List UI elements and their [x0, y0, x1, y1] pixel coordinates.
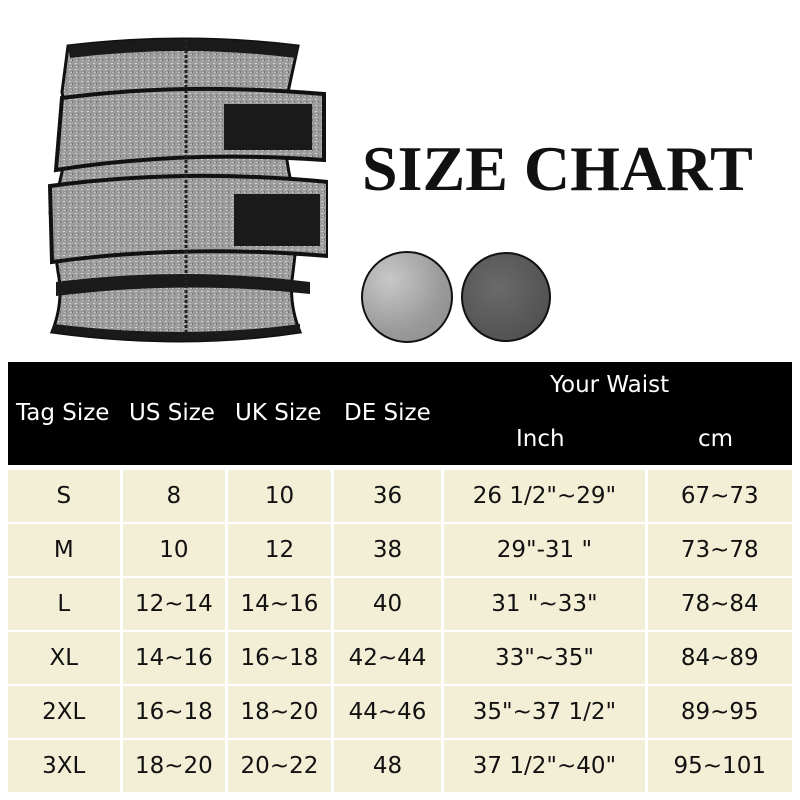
cell-uk-size: 14~16: [228, 578, 331, 630]
cell-waist-cm: 78~84: [647, 578, 792, 630]
cell-waist-cm: 84~89: [647, 632, 792, 684]
header-us-size: US Size: [129, 400, 215, 426]
cell-de-size: 38: [333, 524, 442, 576]
table-row: L 12~14 14~16 40 31 "~33" 78~84: [8, 578, 792, 630]
header-cm: cm: [698, 426, 734, 452]
cell-tag-size: 3XL: [8, 740, 120, 792]
cell-tag-size: L: [8, 578, 120, 630]
cell-tag-size: M: [8, 524, 120, 576]
cell-uk-size: 10: [228, 470, 331, 522]
cell-waist-cm: 73~78: [647, 524, 792, 576]
cell-waist-cm: 67~73: [647, 470, 792, 522]
table-row: M 10 12 38 29"-31 " 73~78: [8, 524, 792, 576]
cell-waist-inch: 29"-31 ": [444, 524, 645, 576]
cell-waist-inch: 26 1/2"~29": [444, 470, 645, 522]
cell-tag-size: XL: [8, 632, 120, 684]
cell-waist-inch: 35"~37 1/2": [444, 686, 645, 738]
color-swatch-dark-gray[interactable]: [461, 252, 551, 342]
header-de-size: DE Size: [344, 400, 431, 426]
cell-us-size: 14~16: [122, 632, 226, 684]
cell-uk-size: 12: [228, 524, 331, 576]
cell-us-size: 10: [122, 524, 226, 576]
cell-uk-size: 16~18: [228, 632, 331, 684]
cell-waist-cm: 95~101: [647, 740, 792, 792]
cell-de-size: 44~46: [333, 686, 442, 738]
table-header: Tag Size US Size UK Size DE Size Your Wa…: [8, 362, 792, 465]
table-row: XL 14~16 16~18 42~44 33"~35" 84~89: [8, 632, 792, 684]
color-swatch-light-gray[interactable]: [361, 251, 453, 343]
cell-waist-cm: 89~95: [647, 686, 792, 738]
table-row: 3XL 18~20 20~22 48 37 1/2"~40" 95~101: [8, 740, 792, 792]
header-uk-size: UK Size: [235, 400, 322, 426]
header-inch: Inch: [516, 426, 565, 452]
cell-us-size: 16~18: [122, 686, 226, 738]
cell-us-size: 12~14: [122, 578, 226, 630]
table-row: 2XL 16~18 18~20 44~46 35"~37 1/2" 89~95: [8, 686, 792, 738]
table-row: S 8 10 36 26 1/2"~29" 67~73: [8, 470, 792, 522]
cell-tag-size: S: [8, 470, 120, 522]
cell-waist-inch: 37 1/2"~40": [444, 740, 645, 792]
cell-us-size: 18~20: [122, 740, 226, 792]
cell-waist-inch: 33"~35": [444, 632, 645, 684]
cell-us-size: 8: [122, 470, 226, 522]
cell-uk-size: 18~20: [228, 686, 331, 738]
header-tag-size: Tag Size: [16, 400, 110, 426]
cell-uk-size: 20~22: [228, 740, 331, 792]
cell-de-size: 36: [333, 470, 442, 522]
cell-de-size: 48: [333, 740, 442, 792]
cell-de-size: 40: [333, 578, 442, 630]
cell-tag-size: 2XL: [8, 686, 120, 738]
cell-de-size: 42~44: [333, 632, 442, 684]
size-table: Tag Size US Size UK Size DE Size Your Wa…: [8, 362, 792, 792]
waist-trainer-image: [47, 37, 328, 343]
cell-waist-inch: 31 "~33": [444, 578, 645, 630]
header-your-waist: Your Waist: [550, 372, 670, 398]
size-chart-title: SIZE CHART: [362, 133, 753, 204]
